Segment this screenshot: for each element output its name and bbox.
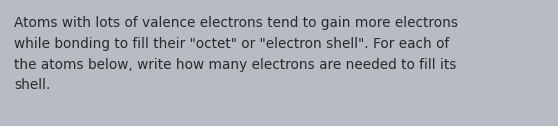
- Text: Atoms with lots of valence electrons tend to gain more electrons
while bonding t: Atoms with lots of valence electrons ten…: [14, 16, 458, 92]
